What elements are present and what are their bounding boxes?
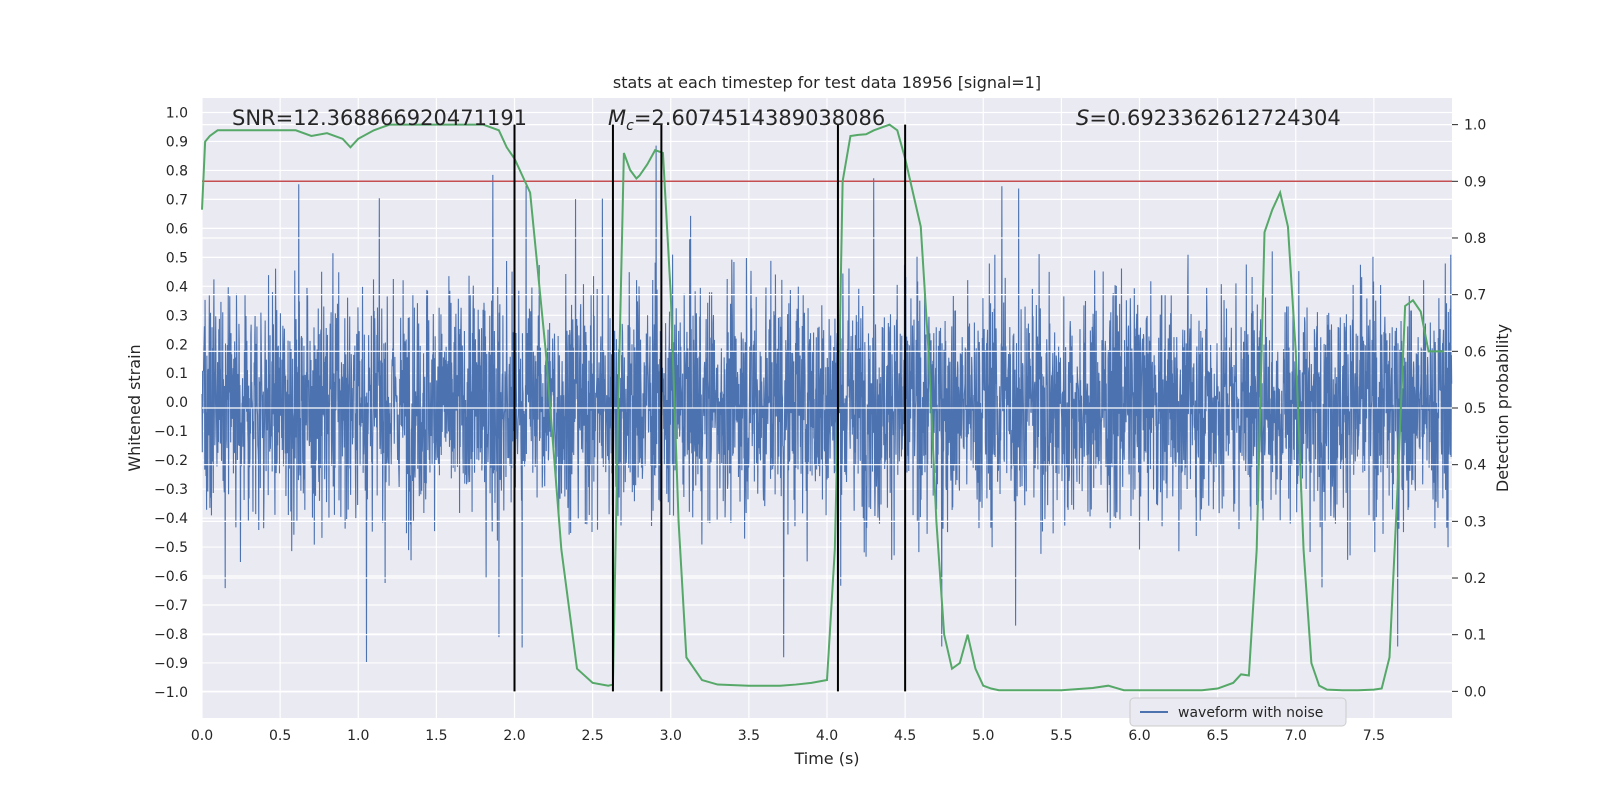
x-tick-label: 7.5 bbox=[1363, 728, 1385, 744]
y-right-tick-label: 0.9 bbox=[1464, 174, 1486, 190]
y-right-tick-label: 0.7 bbox=[1464, 288, 1486, 304]
y-right-tick-label: 0.2 bbox=[1464, 571, 1486, 587]
y-left-tick-label: 0.1 bbox=[166, 366, 188, 382]
y-right-tick-label: 0.0 bbox=[1464, 684, 1486, 700]
y-left-tick-label: 0.6 bbox=[166, 221, 188, 237]
y-left-tick-label: −0.1 bbox=[154, 424, 188, 440]
y-left-tick-label: 0.0 bbox=[166, 395, 188, 411]
x-tick-label: 6.0 bbox=[1128, 728, 1150, 744]
x-tick-label: 0.0 bbox=[191, 728, 213, 744]
y-left-tick-label: 0.5 bbox=[166, 250, 188, 266]
chart-title: stats at each timestep for test data 189… bbox=[613, 73, 1041, 92]
y-left-tick-label: 0.8 bbox=[166, 163, 188, 179]
x-tick-label: 0.5 bbox=[269, 728, 291, 744]
s-value: =0.6923362612724304 bbox=[1089, 106, 1340, 130]
y-left-tick-label: −0.7 bbox=[154, 598, 188, 614]
y-left-tick-label: 0.4 bbox=[166, 279, 188, 295]
x-tick-label: 1.0 bbox=[347, 728, 369, 744]
probability-line bbox=[201, 123, 1445, 692]
x-axis-label: Time (s) bbox=[793, 749, 859, 768]
y-right-tick-label: 0.5 bbox=[1464, 401, 1486, 417]
x-tick-label: 5.5 bbox=[1050, 728, 1072, 744]
tick-labels: 0.0 0.5 1.0 1.5 2.0 2.5 3.0 3.5 4.0 4.5 5.0 5.5 6.0 6… bbox=[154, 105, 1486, 744]
s-symbol: S bbox=[1076, 106, 1089, 130]
waveform-line bbox=[201, 145, 1453, 662]
mc-subscript: c bbox=[626, 118, 634, 134]
y-right-tick-label: 0.1 bbox=[1464, 628, 1486, 644]
y-right-tick-label: 0.3 bbox=[1464, 514, 1486, 530]
mc-annotation: Mc=2.6074514389038086 bbox=[608, 106, 885, 134]
y-right-tick-label: 0.4 bbox=[1464, 458, 1486, 474]
event-lines bbox=[513, 124, 907, 692]
mc-value: =2.6074514389038086 bbox=[634, 106, 885, 130]
x-tick-label: 4.0 bbox=[816, 728, 838, 744]
y-left-tick-label: 0.7 bbox=[166, 192, 188, 208]
y-right-tick-label: 1.0 bbox=[1464, 118, 1486, 134]
y-left-tick-label: −0.6 bbox=[154, 569, 188, 585]
legend: waveform with noise bbox=[1129, 697, 1347, 727]
y-left-tick-label: 0.2 bbox=[166, 337, 188, 353]
x-tick-label: 1.5 bbox=[425, 728, 447, 744]
waveform-series bbox=[201, 145, 1453, 662]
y-left-tick-label: −0.8 bbox=[154, 627, 188, 643]
x-tick-label: 2.0 bbox=[503, 728, 525, 744]
y-left-tick-label: 1.0 bbox=[166, 105, 188, 121]
y-axis-left-label: Whitened strain bbox=[125, 344, 144, 471]
x-tick-label: 7.0 bbox=[1285, 728, 1307, 744]
x-tick-label: 3.5 bbox=[738, 728, 760, 744]
probability-series bbox=[201, 123, 1445, 692]
y-left-tick-label: −1.0 bbox=[154, 685, 188, 701]
y-left-tick-label: −0.5 bbox=[154, 540, 188, 556]
legend-label: waveform with noise bbox=[1178, 705, 1323, 721]
y-left-tick-label: −0.2 bbox=[154, 453, 188, 469]
x-tick-label: 2.5 bbox=[581, 728, 603, 744]
snr-annotation: SNR=12.368866920471191 bbox=[232, 106, 527, 130]
y-left-tick-label: −0.9 bbox=[154, 656, 188, 672]
y-left-tick-label: −0.4 bbox=[154, 511, 188, 527]
y-left-tick-label: −0.3 bbox=[154, 482, 188, 498]
x-tick-label: 5.0 bbox=[972, 728, 994, 744]
y-left-tick-label: 0.9 bbox=[166, 134, 188, 150]
s-annotation: S=0.6923362612724304 bbox=[1076, 106, 1341, 130]
legend-box bbox=[1129, 697, 1347, 727]
x-tick-label: 3.0 bbox=[660, 728, 682, 744]
y-left-tick-label: 0.3 bbox=[166, 308, 188, 324]
mc-symbol: M bbox=[608, 106, 626, 130]
x-tick-label: 4.5 bbox=[894, 728, 916, 744]
x-tick-label: 6.5 bbox=[1206, 728, 1228, 744]
y-right-tick-label: 0.8 bbox=[1464, 231, 1486, 247]
y-right-tick-label: 0.6 bbox=[1464, 344, 1486, 360]
y-axis-right-label: Detection probability bbox=[1493, 324, 1512, 492]
